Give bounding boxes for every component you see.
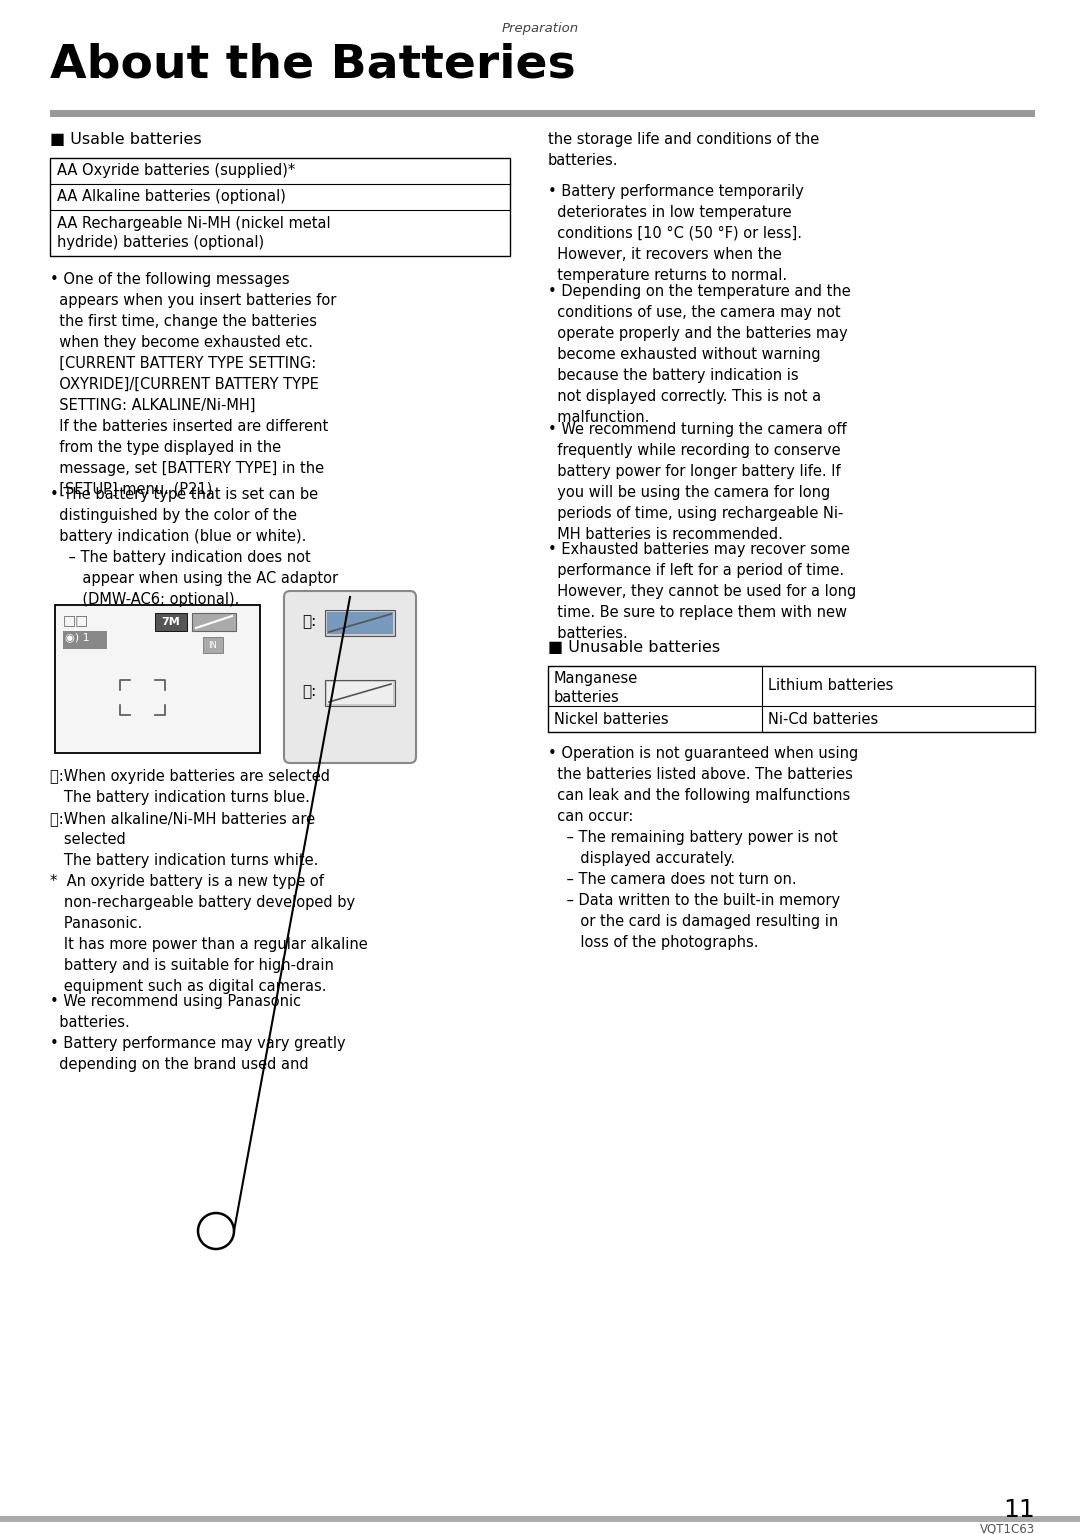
Text: Manganese
batteries: Manganese batteries: [554, 670, 638, 706]
Text: • Depending on the temperature and the
  conditions of use, the camera may not
 : • Depending on the temperature and the c…: [548, 284, 851, 425]
Text: the storage life and conditions of the
batteries.: the storage life and conditions of the b…: [548, 132, 820, 169]
Text: Lithium batteries: Lithium batteries: [768, 678, 893, 693]
Text: Ni-Cd batteries: Ni-Cd batteries: [768, 712, 878, 727]
Text: • Battery performance temporarily
  deteriorates in low temperature
  conditions: • Battery performance temporarily deteri…: [548, 184, 804, 282]
Text: About the Batteries: About the Batteries: [50, 41, 576, 87]
Bar: [156, 614, 187, 630]
Text: AA Oxyride batteries (supplied)*: AA Oxyride batteries (supplied)*: [57, 164, 295, 178]
Bar: [203, 637, 222, 653]
Text: Preparation: Preparation: [501, 21, 579, 35]
Text: ◉) 1: ◉) 1: [65, 632, 90, 643]
Text: Nickel batteries: Nickel batteries: [554, 712, 669, 727]
Text: □□: □□: [63, 614, 90, 627]
Text: • We recommend turning the camera off
  frequently while recording to conserve
 : • We recommend turning the camera off fr…: [548, 422, 847, 542]
Text: ■ Usable batteries: ■ Usable batteries: [50, 132, 202, 147]
Text: Ⓑ:: Ⓑ:: [302, 684, 316, 700]
Text: • Exhausted batteries may recover some
  performance if left for a period of tim: • Exhausted batteries may recover some p…: [548, 542, 856, 641]
Text: 7M: 7M: [162, 617, 180, 627]
Bar: [548, 666, 1035, 732]
Bar: [327, 612, 393, 634]
Text: AA Rechargeable Ni-MH (nickel metal
hydride) batteries (optional): AA Rechargeable Ni-MH (nickel metal hydr…: [57, 216, 330, 250]
FancyBboxPatch shape: [284, 591, 416, 762]
Text: • We recommend using Panasonic
  batteries.
• Battery performance may vary great: • We recommend using Panasonic batteries…: [50, 994, 346, 1072]
Bar: [325, 680, 395, 706]
Bar: [63, 630, 107, 649]
Bar: [325, 611, 395, 637]
Bar: [50, 110, 1035, 117]
Text: AA Alkaline batteries (optional): AA Alkaline batteries (optional): [57, 190, 286, 204]
Bar: [50, 158, 510, 256]
Text: 11: 11: [1003, 1499, 1035, 1522]
Text: Ⓐ:When oxyride batteries are selected
   The battery indication turns blue.
Ⓑ:Wh: Ⓐ:When oxyride batteries are selected Th…: [50, 769, 330, 868]
Bar: [0, 1516, 1080, 1522]
Text: *  An oxyride battery is a new type of
   non-rechargeable battery developed by
: * An oxyride battery is a new type of no…: [50, 874, 368, 994]
Text: Ⓐ:: Ⓐ:: [302, 615, 316, 629]
Bar: [55, 604, 260, 753]
Text: • The battery type that is set can be
  distinguished by the color of the
  batt: • The battery type that is set can be di…: [50, 486, 338, 607]
Text: IN: IN: [208, 641, 217, 649]
Text: VQT1C63: VQT1C63: [980, 1522, 1035, 1534]
Bar: [327, 683, 393, 704]
Bar: [192, 614, 237, 630]
Text: • One of the following messages
  appears when you insert batteries for
  the fi: • One of the following messages appears …: [50, 272, 336, 497]
Text: • Operation is not guaranteed when using
  the batteries listed above. The batte: • Operation is not guaranteed when using…: [548, 746, 859, 950]
Text: ■ Unusable batteries: ■ Unusable batteries: [548, 640, 720, 655]
